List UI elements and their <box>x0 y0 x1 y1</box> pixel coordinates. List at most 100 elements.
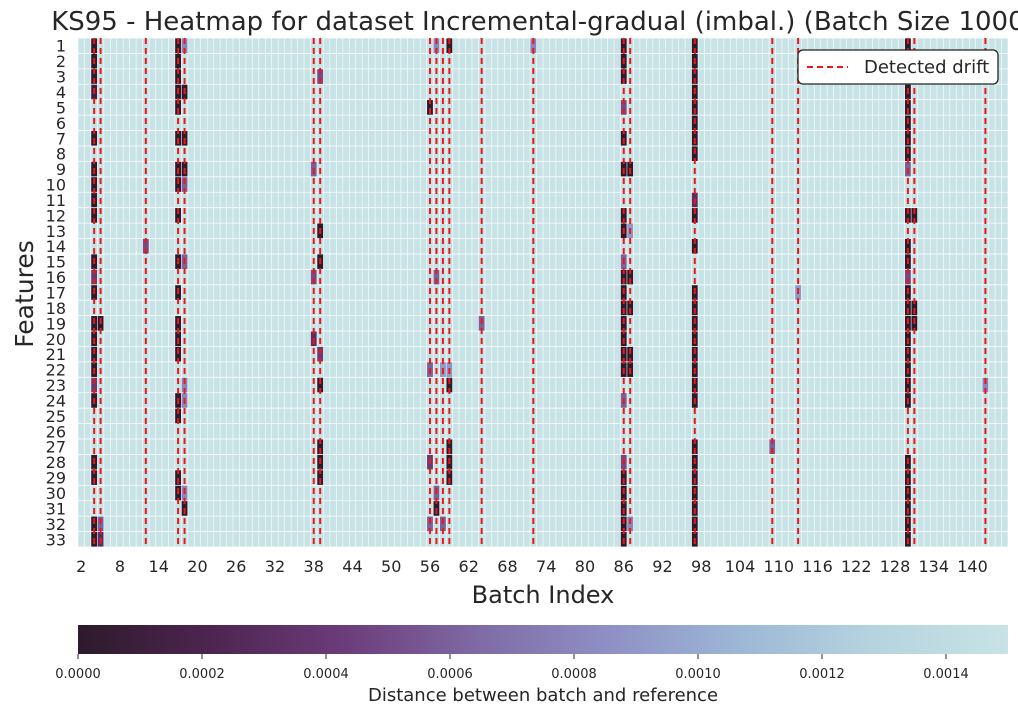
y-tick-label: 4 <box>56 83 66 102</box>
y-tick-label: 26 <box>46 422 66 441</box>
colorbar-tick-label: 0.0008 <box>551 667 597 682</box>
y-tick-label: 33 <box>46 530 66 549</box>
y-tick-labels: 1234567891011121314151617181920212223242… <box>46 37 66 550</box>
heatmap-cell <box>904 300 911 316</box>
y-tick-label: 1 <box>56 37 66 56</box>
colorbar-tick-label: 0.0014 <box>923 667 969 682</box>
heatmap-cell <box>769 439 776 455</box>
heatmap-cell <box>904 238 911 254</box>
y-tick-label: 7 <box>56 129 66 148</box>
heatmap-cell <box>91 69 98 84</box>
heatmap-cell <box>982 377 989 393</box>
y-tick-label: 23 <box>46 376 66 395</box>
y-tick-label: 8 <box>56 145 66 164</box>
y-tick-label: 22 <box>46 361 66 380</box>
heatmap-cell <box>175 408 182 424</box>
colorbar-tick-label: 0.0000 <box>55 667 101 682</box>
heatmap-cell <box>175 346 182 362</box>
colorbar-tick-label: 0.0002 <box>179 667 225 682</box>
drift-lines <box>93 38 987 547</box>
heatmap-cell <box>620 470 627 485</box>
colorbar-label: Distance between batch and reference <box>368 685 718 706</box>
x-tick-label: 128 <box>880 557 911 576</box>
heatmap-cell <box>317 439 324 455</box>
x-tick-label: 80 <box>575 557 595 576</box>
heatmap-cell <box>175 69 182 84</box>
heatmap-cell <box>317 377 324 393</box>
heatmap-cell <box>317 346 324 362</box>
heatmap-cell <box>904 38 911 54</box>
legend-label: Detected drift <box>864 57 989 78</box>
x-tick-label: 110 <box>763 557 794 576</box>
heatmap-cell <box>446 38 453 54</box>
x-tick-label: 134 <box>918 557 949 576</box>
x-tick-label: 50 <box>381 557 401 576</box>
heatmap-cell <box>446 439 453 455</box>
y-tick-label: 13 <box>46 222 66 241</box>
x-tick-label: 86 <box>614 557 634 576</box>
x-tick-label: 8 <box>115 557 125 576</box>
heatmap-cell <box>691 377 698 393</box>
heatmap-cell <box>691 38 698 54</box>
y-tick-label: 32 <box>46 515 66 534</box>
heatmap-cell <box>91 269 98 285</box>
y-tick-label: 18 <box>46 299 66 318</box>
heatmap-cell <box>620 269 627 285</box>
y-tick-label: 16 <box>46 268 66 287</box>
x-tick-label: 122 <box>841 557 872 576</box>
legend: Detected drift <box>797 49 999 85</box>
x-tick-label: 44 <box>342 557 362 576</box>
heatmap-cell <box>91 470 98 485</box>
heatmap-cell <box>181 377 188 393</box>
heatmap-cell <box>691 300 698 316</box>
y-tick-label: 9 <box>56 160 66 179</box>
legend-box <box>797 49 999 85</box>
x-tick-label: 116 <box>802 557 833 576</box>
y-axis-label: Features <box>10 240 39 348</box>
y-tick-label: 6 <box>56 114 66 133</box>
heatmap-cell <box>91 377 98 393</box>
y-tick-label: 31 <box>46 499 66 518</box>
heatmap-cell <box>427 100 433 115</box>
heatmap-cell <box>691 470 698 485</box>
y-tick-label: 27 <box>46 438 66 457</box>
heatmap-cell <box>446 470 453 485</box>
heatmap-cell <box>904 269 911 285</box>
y-tick-label: 3 <box>56 68 66 87</box>
chart-title: KS95 - Heatmap for dataset Incremental-g… <box>51 7 1018 37</box>
heatmap-cell <box>175 100 182 115</box>
heatmap-cell <box>620 300 627 316</box>
heatmap-cell <box>142 238 149 254</box>
y-tick-label: 12 <box>46 206 66 225</box>
colorbar-ticks: 0.0000 0.0002 0.0004 0.0006 0.0008 0.0010 0.00… <box>55 654 969 682</box>
colorbar-gradient <box>78 625 1008 654</box>
heatmap-cell <box>433 38 440 54</box>
heatmap-cell <box>904 100 911 115</box>
heatmap-cell <box>911 208 918 223</box>
heatmap-cell <box>904 208 911 223</box>
heatmap-cell <box>310 269 317 285</box>
heatmap-cell <box>691 100 698 115</box>
x-axis-label: Batch Index <box>472 581 615 609</box>
y-tick-label: 30 <box>46 484 66 503</box>
x-tick-label: 38 <box>304 557 324 576</box>
heatmap-cell <box>91 38 98 54</box>
heatmap-cell <box>433 269 440 285</box>
x-tick-label: 56 <box>420 557 440 576</box>
y-tick-label: 19 <box>46 314 66 333</box>
colorbar-tick-label: 0.0006 <box>427 667 473 682</box>
heatmap-cell <box>904 470 911 485</box>
heatmap-cell <box>620 38 627 54</box>
x-tick-label: 62 <box>459 557 479 576</box>
heatmap-cell <box>691 439 698 455</box>
y-tick-label: 15 <box>46 253 66 272</box>
y-tick-label: 14 <box>46 237 66 256</box>
x-tick-label: 2 <box>76 557 86 576</box>
heatmap-cell <box>620 208 627 223</box>
x-tick-label: 74 <box>536 557 556 576</box>
heatmap-cell <box>181 38 188 54</box>
heatmap-cell <box>317 470 324 485</box>
heatmap-cell <box>691 346 698 362</box>
heatmap-cell <box>691 238 698 254</box>
